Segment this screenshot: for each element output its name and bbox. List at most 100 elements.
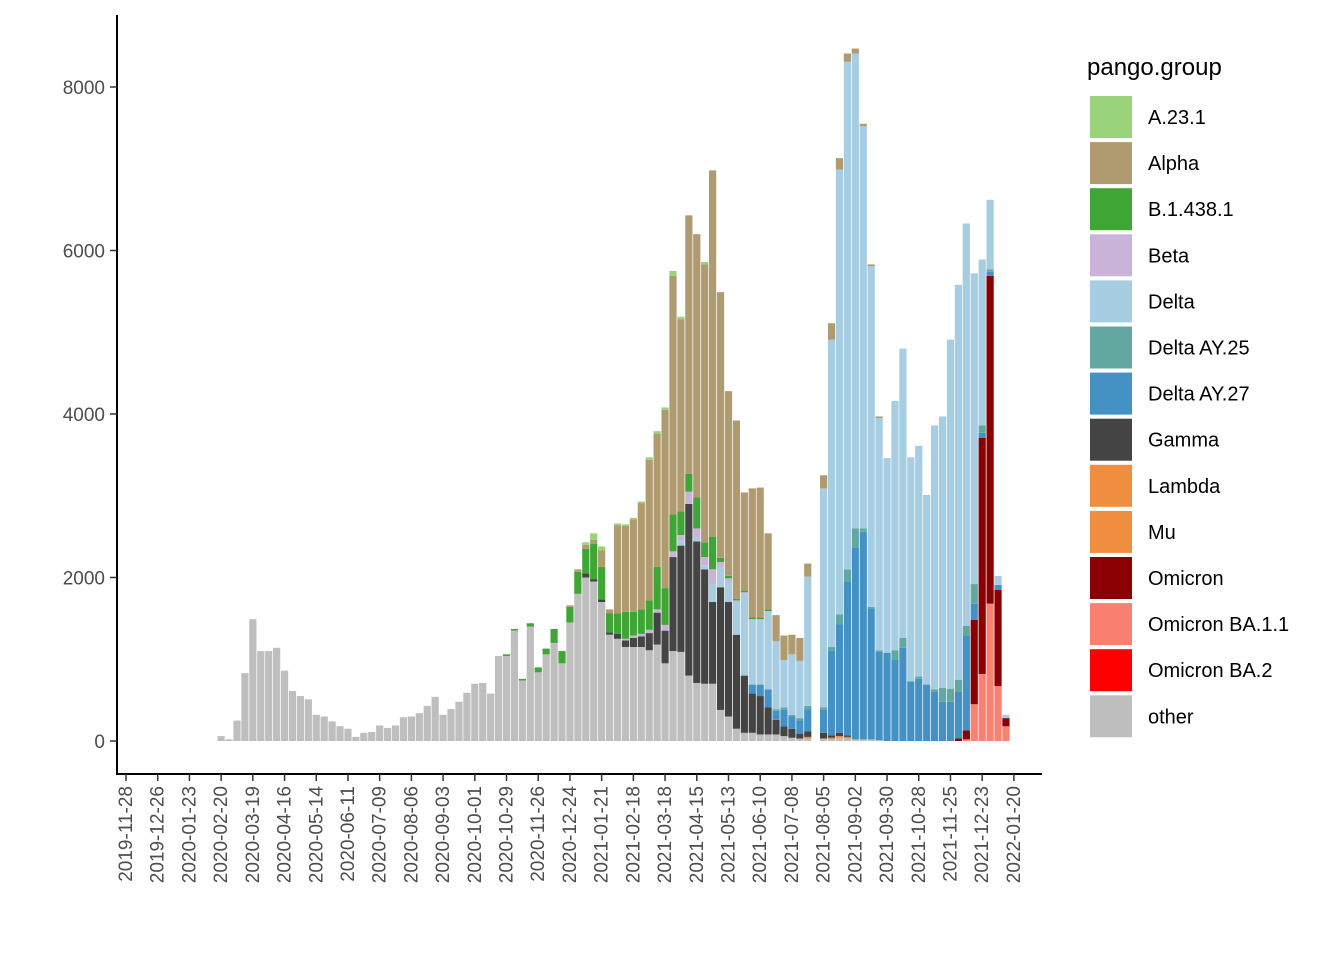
- bar-segment-delta-ay-27: [843, 581, 851, 736]
- bar-segment-alpha: [709, 170, 717, 537]
- bar-segment-delta: [859, 126, 867, 529]
- legend-swatch: [1090, 280, 1132, 323]
- bar-segment-b-1-438-1: [534, 667, 542, 673]
- legend-item-b-1-438-1: B.1.438.1: [1090, 188, 1234, 231]
- bar-week-2021-02-04: [613, 523, 622, 741]
- bar-segment-delta-ay-25: [859, 528, 867, 532]
- bar-segment-other: [447, 709, 455, 741]
- bar-segment-omicron: [954, 738, 962, 741]
- bar-segment-other: [724, 716, 733, 741]
- x-tick-label: 2020-10-29: [497, 786, 518, 883]
- bar-week-2020-06-04: [336, 726, 344, 741]
- legend-label: Delta AY.25: [1148, 338, 1250, 360]
- bar-segment-other: [471, 683, 479, 741]
- bar-segment-a-23-1: [661, 407, 669, 410]
- legend-item-alpha: Alpha: [1090, 142, 1200, 185]
- x-tick-label: 2020-02-20: [211, 786, 232, 883]
- bar-segment-omicron-ba-1-1: [962, 739, 970, 741]
- legend-item-delta: Delta: [1090, 280, 1196, 323]
- bar-segment-alpha: [732, 420, 741, 599]
- bar-segment-b-1-438-1: [510, 629, 519, 631]
- bar-week-2021-09-02: [851, 48, 859, 741]
- bar-segment-alpha: [851, 48, 859, 54]
- bar-segment-alpha: [574, 569, 582, 572]
- bar-segment-b-1-438-1: [605, 613, 614, 633]
- bar-week-2021-05-20: [732, 420, 741, 741]
- bar-segment-delta-ay-25: [962, 625, 970, 636]
- bar-segment-other: [233, 720, 241, 741]
- bar-week-2020-04-30: [296, 696, 304, 741]
- x-tick-label: 2021-09-02: [845, 786, 866, 883]
- bar-segment-other: [487, 693, 495, 741]
- bar-segment-b-1-438-1: [709, 536, 717, 570]
- bar-segment-alpha: [764, 533, 772, 610]
- bar-week-2021-02-11: [621, 524, 630, 741]
- legend-label: Delta: [1148, 291, 1196, 313]
- bar-segment-other: [312, 714, 320, 741]
- bar-segment-gamma: [804, 731, 812, 737]
- legend-item-other: other: [1090, 695, 1194, 738]
- bar-segment-delta-ay-27: [907, 681, 915, 741]
- bar-segment-delta: [875, 418, 883, 651]
- bar-week-2020-08-06: [407, 716, 415, 741]
- bar-segment-other: [804, 738, 812, 741]
- bar-segment-delta: [820, 488, 828, 708]
- bar-segment-delta-ay-27: [994, 584, 1002, 590]
- bar-segment-other: [701, 683, 709, 741]
- bar-segment-other: [542, 654, 550, 741]
- bar-week-2020-04-02: [265, 651, 273, 741]
- bar-week-2021-06-17: [764, 533, 772, 741]
- bar-segment-delta-ay-25: [915, 676, 923, 679]
- bar-segment-delta: [915, 445, 923, 677]
- bar-week-2021-04-29: [709, 170, 717, 741]
- x-tick-label: 2021-09-30: [877, 786, 898, 883]
- bar-week-2021-02-25: [637, 501, 645, 741]
- bar-segment-other: [590, 581, 598, 741]
- bar-week-2020-05-28: [328, 721, 336, 741]
- bar-segment-delta-ay-27: [946, 701, 955, 741]
- bar-week-2021-09-09: [859, 123, 867, 741]
- bar-segment-other: [304, 699, 312, 741]
- legend-label: Delta AY.27: [1148, 384, 1250, 406]
- bar-segment-delta: [994, 575, 1002, 585]
- bar-segment-delta-ay-27: [772, 710, 780, 720]
- bar-segment-b-1-438-1: [661, 588, 669, 625]
- bar-segment-b-1-438-1: [629, 611, 637, 636]
- bar-segment-other: [645, 650, 653, 741]
- bar-segment-gamma: [716, 587, 725, 710]
- legend-swatch: [1090, 372, 1132, 415]
- bar-week-2020-07-16: [384, 727, 392, 741]
- bar-segment-b-1-438-1: [518, 678, 526, 681]
- bar-segment-other: [558, 663, 566, 741]
- x-tick-label: 2021-12-23: [972, 786, 993, 883]
- bar-week-2021-09-16: [867, 264, 875, 741]
- bar-week-2022-01-06: [994, 575, 1002, 741]
- bar-segment-alpha: [629, 519, 637, 612]
- bar-segment-alpha: [661, 409, 669, 589]
- bar-segment-delta: [716, 566, 725, 588]
- bar-segment-delta: [780, 660, 788, 708]
- bar-segment-other: [613, 638, 622, 741]
- bar-week-2021-09-30: [883, 458, 891, 741]
- x-tick-label: 2021-03-18: [655, 786, 676, 883]
- bar-week-2020-12-03: [542, 648, 550, 741]
- bar-segment-delta: [764, 611, 772, 690]
- bar-segment-b-1-438-1: [685, 473, 693, 492]
- bar-segment-delta: [796, 660, 804, 719]
- bar-segment-b-1-438-1: [748, 617, 756, 620]
- bar-segment-other: [732, 728, 741, 741]
- bar-segment-gamma: [637, 636, 645, 647]
- bar-segment-gamma: [685, 503, 693, 676]
- bar-segment-other: [463, 692, 471, 741]
- bar-week-2021-04-01: [677, 316, 685, 741]
- bar-segment-delta-ay-25: [804, 705, 812, 710]
- bar-week-2021-08-19: [835, 158, 844, 741]
- bar-segment-gamma: [748, 693, 756, 733]
- bar-segment-delta: [740, 593, 748, 676]
- bar-segment-alpha: [788, 634, 796, 655]
- bar-week-2021-05-06: [716, 292, 725, 741]
- legend-swatch: [1090, 464, 1132, 507]
- bar-segment-other: [494, 655, 503, 741]
- bar-segment-gamma: [605, 632, 614, 635]
